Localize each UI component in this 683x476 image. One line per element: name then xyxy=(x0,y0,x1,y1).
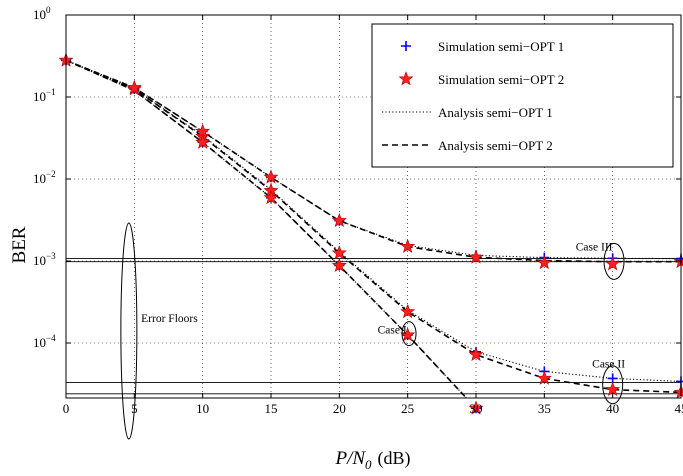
y-tick-label-0: 100 xyxy=(33,5,51,22)
plot-frame xyxy=(65,14,682,399)
curve-3 xyxy=(66,59,681,382)
sim2-marker-4 xyxy=(331,245,347,260)
x-tick-label-2: 10 xyxy=(196,401,209,416)
y-tick-label-3: 10−3 xyxy=(33,251,56,268)
legend-label-2: Analysis semi−OPT 1 xyxy=(438,105,553,120)
ticks: 0 5 10 15 20 25 30 35 40 45 100 10−1 10−2 10−3 10−4 xyxy=(33,5,683,416)
annotations: Error Floors Case I Case II Case III xyxy=(141,241,625,370)
x-tick-label-5: 25 xyxy=(401,401,414,416)
case-iii-ellipse xyxy=(603,242,625,280)
x-axis-label-unit: (dB) xyxy=(378,448,411,469)
sim2-marker-8 xyxy=(605,381,621,396)
legend-label-0: Simulation semi−OPT 1 xyxy=(438,39,564,54)
curve-0 xyxy=(66,59,468,398)
x-tick-label-9: 45 xyxy=(675,401,683,416)
sim1-marker-8 xyxy=(607,373,618,384)
sim2-marker-5 xyxy=(400,303,416,319)
curve-1 xyxy=(66,59,468,398)
x-axis-label-main: P/N xyxy=(334,448,366,469)
annotation-ellipses xyxy=(120,222,625,440)
legend-star-marker xyxy=(398,71,414,86)
curve-5 xyxy=(66,59,681,260)
legend-plus-marker xyxy=(401,41,411,51)
sim2-marker-21 xyxy=(331,257,347,272)
x-tick-label-7: 35 xyxy=(538,401,551,416)
legend: Simulation semi−OPT 1 Simulation semi−OPT… xyxy=(371,23,674,168)
y-tick-label-2: 10−2 xyxy=(33,169,56,186)
x-axis-label-subscript: 0 xyxy=(365,457,372,472)
sim2-marker-6 xyxy=(468,346,484,362)
sim2-marker-22 xyxy=(400,327,416,342)
y-axis-label: BER xyxy=(9,226,30,263)
error-floors-ellipse xyxy=(120,222,138,440)
annotation-2: Case II xyxy=(592,359,625,371)
sim2-marker-11 xyxy=(195,123,211,138)
sim2-marker-23 xyxy=(468,400,484,415)
case-i-ellipse xyxy=(401,321,417,347)
x-tick-label-8: 40 xyxy=(606,401,619,416)
legend-label-1: Simulation semi−OPT 2 xyxy=(438,72,564,87)
sim2-marker-13 xyxy=(331,212,347,228)
x-tick-label-3: 15 xyxy=(265,401,278,416)
legend-box xyxy=(371,23,674,168)
sim2-marker-10 xyxy=(126,79,142,95)
curve-4 xyxy=(66,59,681,263)
x-axis-label: P/N0 (dB) xyxy=(334,448,410,472)
y-tick-label-1: 10−1 xyxy=(33,87,56,104)
sim2-marker-16 xyxy=(536,254,552,270)
x-tick-label-6: 30 xyxy=(470,401,483,416)
sim2-marker-14 xyxy=(400,238,416,253)
legend-label-3: Analysis semi−OPT 2 xyxy=(438,138,553,153)
x-tick-label-4: 20 xyxy=(333,401,346,416)
sim2-marker-7 xyxy=(536,370,552,385)
x-tick-label-0: 0 xyxy=(63,401,70,416)
sim2-marker-15 xyxy=(468,249,484,264)
sim2-marker-12 xyxy=(263,169,279,184)
sim2-marker-19 xyxy=(195,134,211,149)
annotation-3: Case III xyxy=(576,241,613,253)
x-tick-label-1: 5 xyxy=(131,401,138,416)
case-ii-ellipse xyxy=(602,365,624,405)
annotation-1: Case I xyxy=(378,325,407,337)
curves xyxy=(66,59,681,398)
sim2-marker-17 xyxy=(605,256,621,271)
annotation-0: Error Floors xyxy=(141,313,198,325)
sim2-marker-20 xyxy=(263,189,279,205)
y-tick-label-4: 10−4 xyxy=(33,333,56,350)
